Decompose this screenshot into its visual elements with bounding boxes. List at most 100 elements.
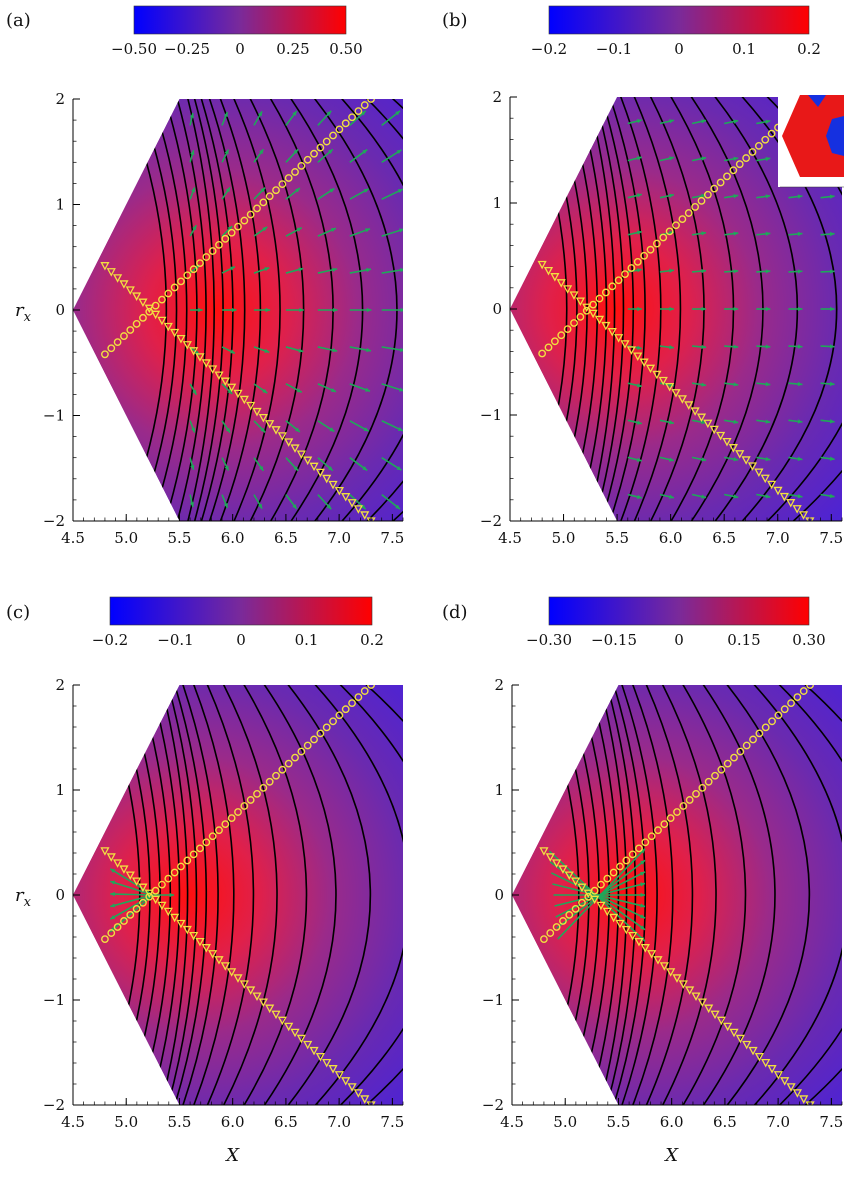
circle-marker	[126, 326, 135, 334]
x-tick-label: 6.0	[659, 529, 683, 547]
triangle-marker	[271, 426, 281, 435]
circle-marker	[679, 802, 688, 810]
vector-arrowhead	[329, 188, 335, 193]
vector-arrowhead	[765, 456, 771, 462]
circle-marker	[691, 203, 700, 211]
vector-arrowhead	[231, 307, 237, 313]
vector-arrowhead	[259, 465, 264, 471]
vector-arrowhead	[295, 187, 300, 193]
vector-arrowhead	[669, 494, 674, 499]
triangle-marker	[539, 847, 549, 856]
triangle-marker	[556, 279, 566, 288]
triangle-marker	[265, 1004, 275, 1014]
triangle-marker	[100, 262, 110, 271]
axes-d: 4.5 5.0 5.5 6.0 6.5 7.0 7.5 −2 −1 0 1 2 X	[482, 676, 843, 1166]
circle-marker	[711, 771, 719, 780]
x-tick-label: 5.5	[605, 529, 629, 547]
vector-arrowhead	[110, 868, 116, 873]
x-tick-label: 4.5	[61, 1113, 85, 1131]
triangle-marker	[239, 395, 249, 405]
vector-arrowhead	[363, 188, 369, 193]
vector-arrowhead	[400, 267, 403, 273]
triangle-marker	[620, 340, 630, 349]
x-axis-label: X	[663, 1145, 679, 1166]
triangle-marker	[709, 425, 719, 435]
circle-marker	[202, 253, 211, 261]
circle-marker	[647, 832, 656, 841]
circle-marker	[621, 270, 629, 279]
triangle-marker	[596, 901, 606, 911]
vector-arrowhead	[637, 306, 642, 312]
circle-marker	[259, 783, 268, 792]
vector-arrowhead	[636, 268, 642, 273]
vector-arrowhead	[829, 344, 835, 349]
circle-marker	[120, 917, 128, 925]
vector-arrowhead	[259, 149, 264, 155]
circle-marker	[685, 796, 694, 804]
colorbar-tick-label: −0.15	[591, 631, 637, 649]
circle-marker	[608, 282, 617, 291]
triangle-marker	[125, 286, 135, 295]
y-tick-label: 0	[55, 301, 65, 319]
vector-arrowhead	[829, 456, 835, 461]
vector-arrowhead	[399, 228, 403, 233]
triangle-marker	[246, 401, 256, 411]
contour-line	[189, 685, 235, 1105]
y-tick-label: 0	[55, 886, 65, 904]
vector-arrowhead	[292, 504, 297, 510]
triangle-marker	[558, 865, 568, 874]
triangle-marker	[697, 998, 707, 1008]
vector-arrowhead	[225, 427, 231, 433]
colorbar-tick-label: −0.25	[164, 40, 210, 58]
y-tick-label: 2	[494, 676, 504, 694]
colorbar-a	[133, 5, 347, 35]
vector-arrowhead	[189, 502, 195, 507]
triangle-marker	[780, 1077, 790, 1086]
circle-marker	[367, 685, 375, 689]
circle-marker	[341, 119, 350, 128]
triangle-marker	[328, 480, 338, 490]
vector-arrowhead	[636, 345, 642, 350]
vector-arrowhead	[396, 149, 402, 155]
x-tick-label: 6.5	[274, 1113, 298, 1131]
triangle-marker	[334, 486, 344, 496]
colorbar-tick-label: −0.1	[157, 631, 193, 649]
circle-marker	[158, 880, 166, 889]
triangle-marker	[195, 938, 205, 947]
vector-arrowhead	[733, 382, 739, 387]
circle-marker	[595, 294, 604, 303]
circle-marker	[614, 276, 623, 285]
circle-marker	[550, 337, 559, 346]
circle-marker	[101, 350, 109, 359]
circle-marker	[571, 904, 580, 913]
x-tick-label: 7.5	[819, 1113, 843, 1131]
triangle-marker	[684, 401, 694, 410]
circle-marker	[297, 747, 306, 756]
triangle-marker	[144, 889, 154, 899]
vector-arrowhead	[765, 156, 771, 162]
triangle-marker	[233, 389, 243, 399]
vector-arrowhead	[298, 348, 304, 353]
circle-marker	[748, 148, 757, 156]
triangle-marker	[723, 1022, 733, 1032]
x-tick-label: 4.5	[498, 529, 522, 547]
axes-c: 4.5 5.0 5.5 6.0 6.5 7.0 7.5 −2 −1 0 1 2 rx X	[15, 676, 404, 1166]
vector-arrowhead	[110, 915, 116, 920]
y-tick-label: 1	[492, 194, 502, 212]
y-tick-label: 0	[492, 300, 502, 318]
circle-marker	[710, 184, 719, 193]
circle-marker	[291, 753, 299, 762]
y-tick-label: −1	[480, 406, 502, 424]
vector-arrowhead	[640, 892, 646, 898]
circle-marker	[265, 192, 274, 201]
colorbar-tick-label: −0.30	[526, 631, 572, 649]
y-axis-label: rx	[15, 300, 32, 325]
triangle-marker	[590, 895, 600, 905]
triangle-marker	[761, 1059, 771, 1068]
circle-marker	[609, 868, 618, 877]
triangle-marker	[748, 1046, 758, 1056]
triangle-marker	[125, 871, 135, 880]
panel-c: (c) −0.2 −0.1 0 0.1 0.2 4.5 5.0 5.5 6.0 6.5 7.0 7.5 −…	[6, 596, 404, 1166]
triangle-marker	[741, 456, 751, 465]
x-tick-label: 6.5	[274, 529, 298, 547]
